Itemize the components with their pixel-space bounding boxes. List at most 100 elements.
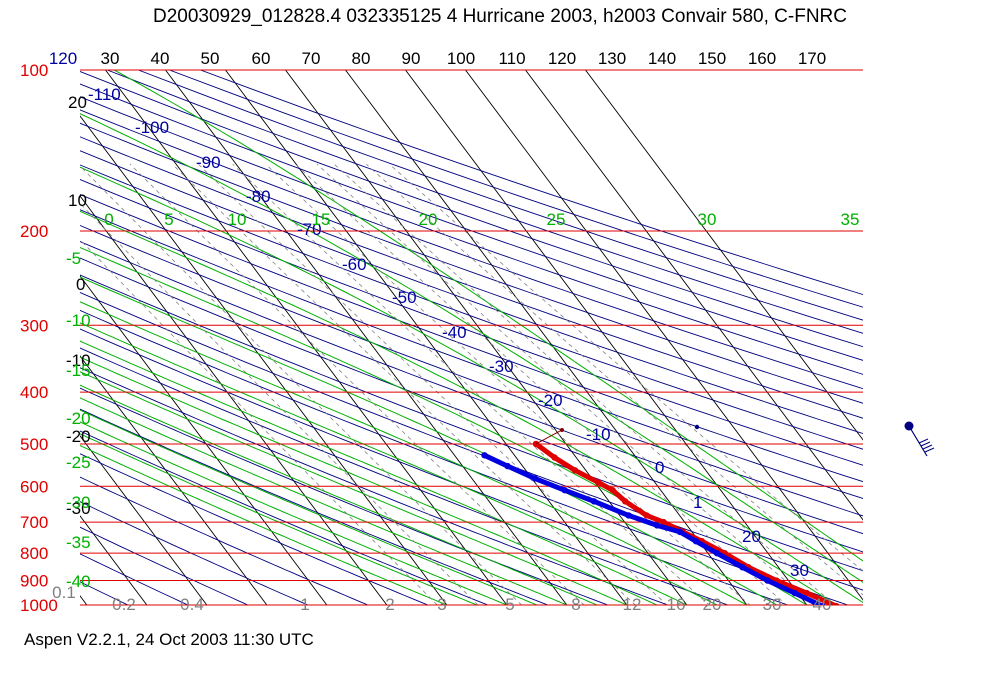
moist-adiabat-line [80, 356, 659, 605]
dry-adiabat-line [80, 408, 550, 605]
dry-adiabat-line [80, 224, 863, 517]
dry-adiabat-line [80, 387, 610, 605]
dry-adiabat-label: -20 [538, 391, 563, 410]
temperature-top-marker [535, 429, 563, 445]
moist-adiabat-line [80, 210, 838, 605]
temperature-point [609, 486, 616, 494]
dewpoint-point [531, 475, 539, 482]
mixing-ratio-label: 0.2 [112, 595, 136, 614]
isotherm-line [80, 355, 268, 605]
moist-adiabat-label: 20 [419, 210, 438, 229]
pressure-tick-label: 200 [20, 222, 48, 241]
moist-adiabat-label: -40 [66, 572, 91, 591]
moist-adiabat-label: -20 [66, 409, 91, 428]
top-temperature-tick-label: 90 [402, 49, 421, 68]
dry-adiabat-line [80, 430, 490, 605]
dry-adiabat-line [80, 83, 863, 361]
dry-adiabat-line [107, 70, 863, 334]
isotherm-line [80, 115, 448, 605]
temperature-point [660, 518, 667, 526]
dry-adiabat-label: -110 [88, 85, 121, 104]
isotherm-line [165, 70, 568, 605]
dry-adiabat-label: -80 [246, 187, 271, 206]
top-temperature-tick-label: 150 [698, 49, 726, 68]
dry-adiabat-line [80, 367, 670, 605]
dry-adiabat-label: -50 [392, 288, 417, 307]
isotherm-label: 10 [68, 191, 87, 210]
dry-adiabat-line [80, 193, 863, 483]
dewpoint-point [481, 452, 488, 459]
isotherm-line [345, 70, 748, 605]
dry-adiabat-label: -30 [489, 357, 514, 376]
moist-adiabat-label: 15 [312, 210, 331, 229]
moist-adiabat-label: -30 [66, 493, 91, 512]
top-temperature-tick-label: 120 [49, 49, 77, 68]
pressure-tick-label: 500 [20, 435, 48, 454]
isotherm-line [465, 70, 863, 601]
mixing-ratio-label: 40 [813, 595, 832, 614]
isotherm-line [105, 70, 508, 605]
pressure-tick-label: 700 [20, 513, 48, 532]
dewpoint-point [692, 538, 700, 545]
top-temperature-tick-label: 120 [548, 49, 576, 68]
mixing-ratio-label: 16 [667, 595, 686, 614]
moist-adiabat-line [80, 444, 449, 605]
isotherm-line [525, 70, 863, 521]
dry-adiabat-line [80, 257, 863, 553]
top-temperature-tick-label: 160 [748, 49, 776, 68]
temperature-top-marker-dot [559, 427, 564, 432]
top-temperature-tick-label: 60 [252, 49, 271, 68]
mixing-ratio-line [80, 202, 479, 605]
dry-adiabat-label: 1 [693, 493, 702, 512]
dry-adiabat-line [80, 453, 430, 605]
wind-barb-feather [920, 441, 931, 447]
isotherm-label: -20 [66, 427, 91, 446]
moist-adiabat-line [80, 421, 509, 605]
moist-adiabat-line [80, 384, 599, 605]
moist-adiabat-label: -25 [66, 453, 91, 472]
temperature-point [595, 479, 602, 486]
isotherm-line [80, 195, 388, 605]
mixing-ratio-label: 20 [703, 595, 722, 614]
dry-adiabat-line [80, 150, 863, 435]
mixing-ratio-label: 2 [385, 595, 394, 614]
dry-adiabat-line [80, 526, 249, 605]
dewpoint-point [590, 498, 598, 505]
dry-adiabat-label: -100 [135, 118, 169, 137]
isotherm-line [80, 275, 328, 605]
dry-adiabat-label: -40 [442, 323, 467, 342]
moist-adiabat-line [80, 301, 748, 605]
isotherm-line [225, 70, 628, 605]
dewpoint-point [713, 549, 721, 557]
dry-adiabat-label: -70 [297, 220, 322, 239]
isotherm-line [285, 70, 688, 605]
moist-adiabat-line [80, 433, 479, 605]
dry-adiabat-line [80, 553, 189, 605]
dewpoint-top-marker [694, 424, 700, 430]
dry-adiabat-line [80, 179, 863, 466]
pressure-tick-label: 100 [20, 61, 48, 80]
moist-adiabat-line [80, 113, 863, 583]
mixing-ratio-label: 3 [437, 595, 446, 614]
moist-adiabat-label: 0 [104, 210, 113, 229]
dewpoint-point [561, 486, 568, 494]
dry-adiabat-label: -10 [586, 425, 611, 444]
dry-adiabat-line [80, 71, 863, 348]
moist-adiabat-label: -35 [66, 533, 91, 552]
isotherm-label: 0 [76, 275, 85, 294]
dewpoint-point [676, 528, 684, 536]
mixing-ratio-line [198, 163, 668, 605]
dry-adiabat-line [169, 70, 863, 308]
temperature-point [803, 589, 811, 597]
top-temperature-tick-label: 140 [648, 49, 676, 68]
pressure-tick-label: 800 [20, 544, 48, 563]
moist-adiabat-line [80, 166, 863, 604]
mixing-ratio-label: 8 [571, 595, 580, 614]
isotherm-label: -10 [66, 351, 91, 370]
top-temperature-tick-label: 110 [498, 49, 525, 68]
wind-barb-feather [922, 444, 933, 450]
chart-title: D20030929_012828.4 032335125 4 Hurricane… [153, 6, 847, 27]
temperature-point [643, 512, 650, 519]
mixing-ratio-label: 0.1 [52, 583, 76, 602]
isotherm-line [80, 515, 148, 605]
